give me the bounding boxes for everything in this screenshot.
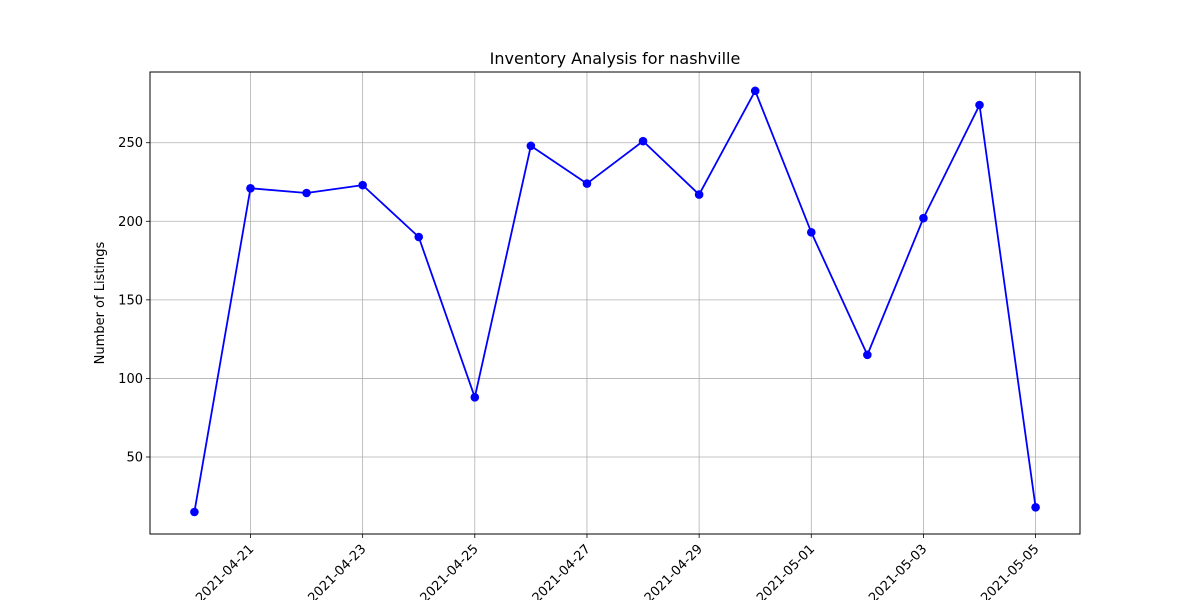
x-tick-label: 2021-04-27 (530, 542, 594, 600)
data-point (470, 392, 480, 402)
y-axis-ticks: 50 100 150 200 250 (118, 136, 150, 466)
data-point (863, 350, 872, 360)
y-tick-label: 100 (118, 372, 143, 387)
data-point (526, 141, 536, 151)
y-tick-label: 250 (118, 136, 143, 151)
data-point (975, 100, 984, 110)
data-point (358, 180, 367, 190)
series-markers (190, 86, 1040, 517)
data-point (750, 86, 760, 96)
x-tick-label: 2021-05-01 (754, 542, 818, 600)
data-point (190, 507, 199, 517)
data-point (302, 188, 311, 198)
x-tick-label: 2021-04-21 (193, 542, 257, 600)
y-tick-label: 200 (118, 215, 143, 230)
y-tick-label: 50 (126, 451, 143, 466)
grid-lines (150, 72, 1080, 534)
data-point (414, 232, 424, 242)
data-point (1031, 502, 1040, 512)
x-axis-ticks: 2021-04-21 2021-04-23 2021-04-25 2021-04-27… (193, 534, 1042, 600)
y-axis-label: Number of Listings (93, 241, 108, 364)
data-point (246, 183, 255, 193)
data-point (582, 179, 592, 188)
x-tick-label: 2021-05-05 (978, 542, 1042, 600)
x-tick-label: 2021-04-29 (642, 542, 706, 600)
x-tick-label: 2021-04-25 (418, 542, 482, 600)
data-point (919, 213, 928, 223)
plot-area-frame (149, 71, 1081, 535)
x-tick-label: 2021-04-23 (305, 542, 369, 600)
x-tick-label: 2021-05-03 (866, 542, 930, 600)
data-point (806, 227, 816, 237)
y-tick-label: 150 (118, 293, 143, 308)
series-line-path (193, 89, 1037, 513)
chart-title: Inventory Analysis for nashville (490, 49, 741, 68)
series-line (193, 89, 1037, 513)
data-point (638, 136, 648, 146)
data-point (694, 190, 704, 199)
